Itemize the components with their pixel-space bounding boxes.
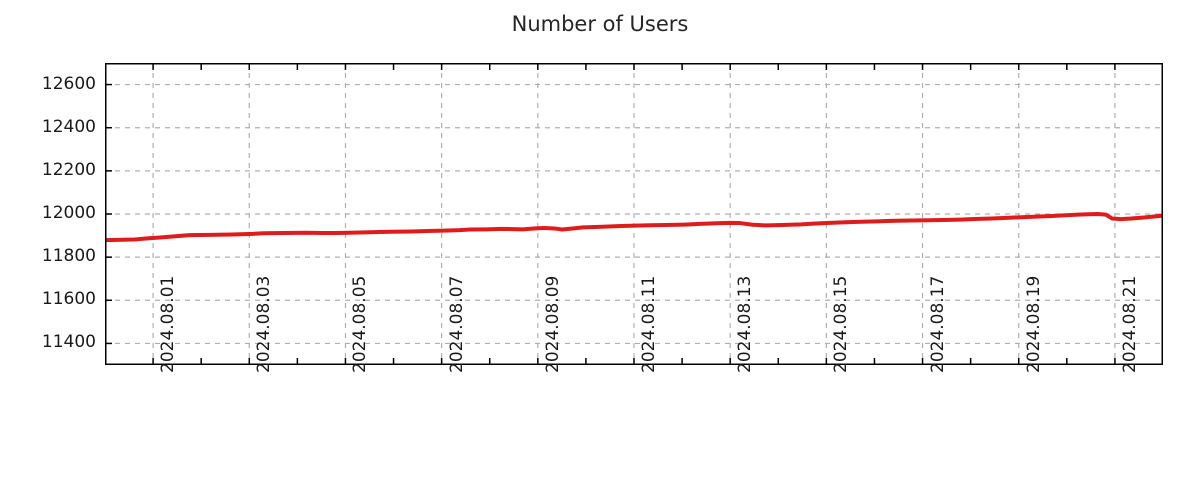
x-axis-tick-label: 2024.08.21 (1119, 275, 1140, 373)
y-axis-tick-label: 11600 (41, 289, 96, 310)
y-axis-tick-label: 11800 (41, 246, 96, 267)
y-axis-tick-label: 12400 (41, 116, 96, 137)
y-axis-tick-label: 12000 (41, 203, 96, 223)
y-axis-tick-labels: 11400 11600 11800 12000 12200 12400 12600 (0, 0, 96, 500)
y-axis-tick-label: 12600 (41, 73, 96, 94)
x-axis-tick-label: 2024.08.13 (735, 275, 756, 373)
x-axis-tick-label: 2024.08.03 (254, 275, 275, 373)
x-axis-tick-label: 2024.08.15 (831, 275, 852, 373)
x-axis-tick-label: 2024.08.07 (446, 275, 467, 373)
x-axis-tick-label: 2024.08.09 (542, 275, 563, 373)
data-line-number-of-users (105, 212, 1163, 243)
y-axis-tick-label: 12200 (41, 159, 96, 180)
grid-lines (105, 63, 1163, 365)
x-axis-tick-label: 2024.08.01 (158, 275, 179, 373)
x-axis-tick-label: 2024.08.05 (350, 275, 371, 373)
x-axis-tick-label: 2024.08.17 (927, 275, 948, 373)
x-axis-tick-label: 2024.08.11 (639, 275, 659, 373)
plot-border (105, 63, 1163, 365)
plot-area (105, 63, 1163, 365)
x-axis-tick-label: 2024.08.19 (1023, 275, 1044, 373)
plot-svg (105, 63, 1163, 365)
chart-title: Number of Users (511, 12, 689, 36)
data-series-layer (105, 212, 1163, 243)
y-axis-tick-label: 11400 (41, 332, 96, 353)
